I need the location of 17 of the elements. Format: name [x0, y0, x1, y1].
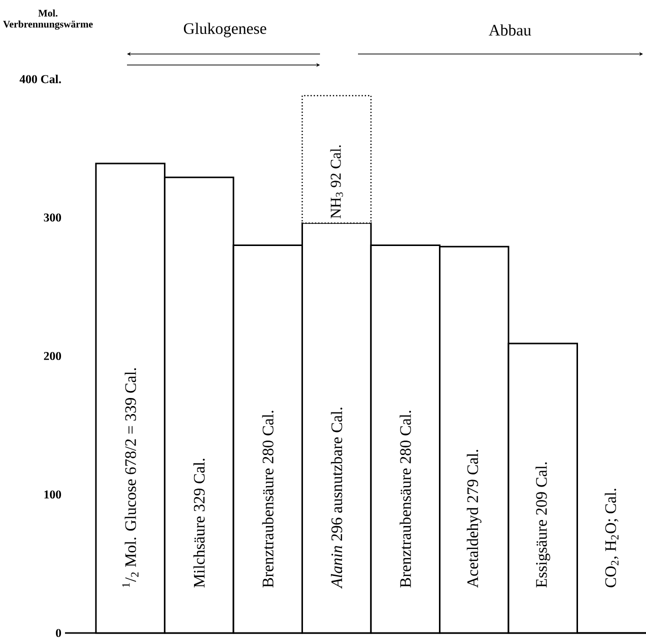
x-tick-label: CO$_{2}$, H$_{2}$O; Cal.	[604, 488, 618, 588]
y-tick-label: 0	[56, 628, 62, 638]
x-tick-label: Brenztraubensäure 280 Cal.	[262, 410, 274, 588]
y-axis-title: Mol. Verbrennungswärme	[3, 10, 93, 30]
x-tick-label: Essigsäure 209 Cal.	[536, 462, 550, 588]
x-tick-label: Alanin 296 ausnutzbare Cal.	[330, 408, 342, 589]
y-tick-label: 200	[44, 352, 62, 360]
x-tick-label: Acetaldehyd 279 Cal.	[466, 450, 482, 588]
y-tick-label: 100	[44, 490, 62, 499]
text: Abbau	[488, 24, 532, 36]
x-tick-label: $^{1}$/$_{2}$ Mol. Glucose 678/2 = 339 Cal.	[122, 368, 138, 587]
x-tick-label: Brenztraubensäure 280 Cal.	[400, 410, 412, 588]
y-tick-label: 400 Cal.	[20, 74, 61, 84]
y-tick-label: 300	[44, 213, 62, 222]
series-label: NH$_{3}$ 92 Cal.	[330, 145, 343, 218]
text: Glukogenese	[184, 22, 266, 38]
x-tick-label: Milchsäure 329 Cal.	[193, 458, 205, 588]
